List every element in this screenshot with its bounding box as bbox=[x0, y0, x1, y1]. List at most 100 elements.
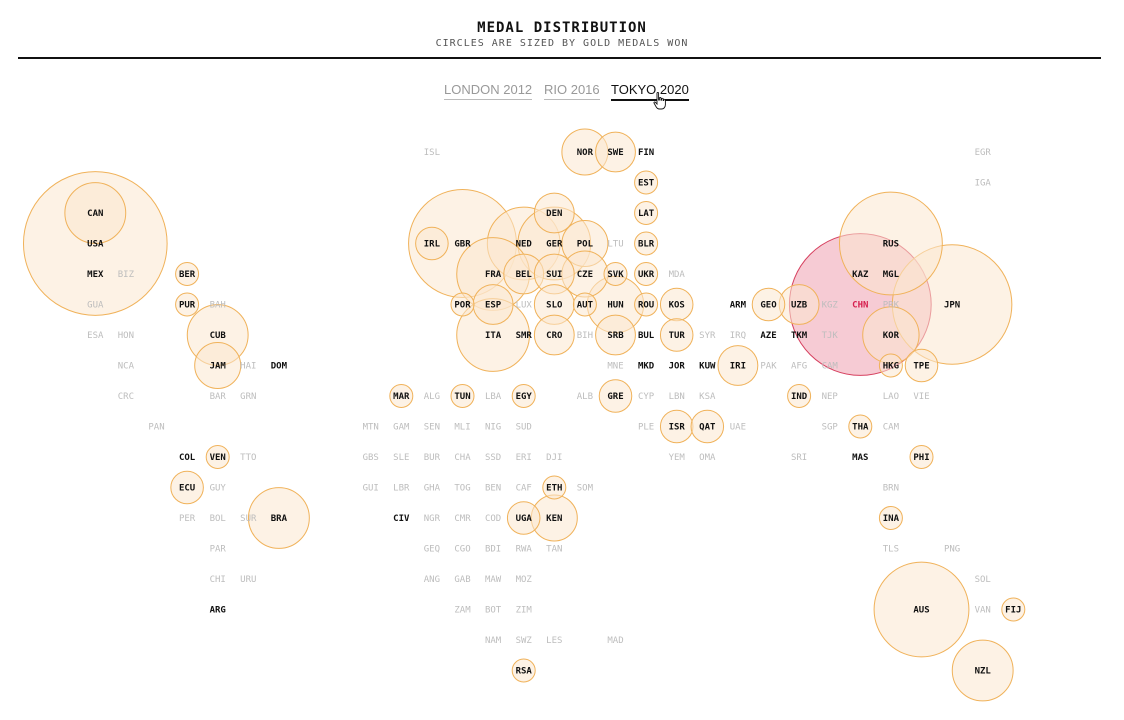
country-label-gre[interactable]: GRE bbox=[607, 392, 623, 402]
gold-circle-can[interactable] bbox=[64, 182, 127, 244]
gold-circle-qat[interactable] bbox=[690, 409, 725, 444]
gold-circle-gre[interactable] bbox=[598, 379, 633, 413]
country-label-bul[interactable]: BUL bbox=[638, 331, 655, 341]
country-label-rsa[interactable]: RSA bbox=[516, 667, 533, 677]
gold-circle-swe[interactable] bbox=[595, 131, 636, 173]
tab-rio-2016[interactable]: RIO 2016 bbox=[544, 82, 600, 100]
gold-circle-ina[interactable] bbox=[878, 506, 903, 530]
country-label-kuw[interactable]: KUW bbox=[699, 362, 716, 372]
gold-circle-fij[interactable] bbox=[1001, 597, 1026, 622]
country-label-tur[interactable]: TUR bbox=[669, 331, 686, 341]
gold-circle-ind[interactable] bbox=[787, 384, 812, 408]
country-label-gbr[interactable]: GBR bbox=[454, 240, 471, 250]
country-label-arg[interactable]: ARG bbox=[210, 606, 226, 616]
country-label-usa[interactable]: USA bbox=[87, 240, 104, 250]
gold-circle-bra[interactable] bbox=[247, 487, 310, 549]
country-label-slo[interactable]: SLO bbox=[546, 301, 563, 311]
tab-london-2012[interactable]: LONDON 2012 bbox=[444, 82, 533, 100]
country-label-por[interactable]: POR bbox=[454, 301, 471, 311]
country-label-rus[interactable]: RUS bbox=[883, 240, 899, 250]
country-label-mkd[interactable]: MKD bbox=[638, 362, 655, 372]
country-label-iri[interactable]: IRI bbox=[730, 362, 746, 372]
gold-circle-aus[interactable] bbox=[873, 561, 970, 658]
country-label-ven[interactable]: VEN bbox=[210, 453, 226, 463]
gold-circle-irl[interactable] bbox=[415, 226, 449, 261]
gold-circle-tha[interactable] bbox=[848, 414, 873, 439]
country-label-kos[interactable]: KOS bbox=[669, 301, 685, 311]
country-label-chn[interactable]: CHN bbox=[852, 301, 868, 311]
country-label-fra[interactable]: FRA bbox=[485, 270, 502, 280]
gold-circle-jam[interactable] bbox=[194, 342, 242, 389]
country-label-ind[interactable]: IND bbox=[791, 392, 808, 402]
country-label-aus[interactable]: AUS bbox=[913, 606, 929, 616]
gold-circle-tun[interactable] bbox=[450, 384, 475, 408]
country-label-pur[interactable]: PUR bbox=[179, 301, 196, 311]
country-label-ken[interactable]: KEN bbox=[546, 514, 562, 524]
country-label-ukr[interactable]: UKR bbox=[638, 270, 655, 280]
country-label-sui[interactable]: SUI bbox=[546, 270, 562, 280]
gold-circle-tpe[interactable] bbox=[904, 348, 939, 383]
gold-circle-ber[interactable] bbox=[175, 262, 200, 286]
gold-circle-ecu[interactable] bbox=[170, 470, 204, 505]
country-label-arm[interactable]: ARM bbox=[730, 301, 747, 311]
country-label-jor[interactable]: JOR bbox=[669, 362, 686, 372]
gold-circle-hkg[interactable] bbox=[878, 353, 903, 378]
gold-circle-rus[interactable] bbox=[838, 191, 943, 296]
gold-circle-blr[interactable] bbox=[634, 231, 659, 256]
country-label-hun[interactable]: HUN bbox=[607, 301, 623, 311]
country-label-pol[interactable]: POL bbox=[577, 240, 594, 250]
country-label-mgl[interactable]: MGL bbox=[883, 270, 900, 280]
country-label-smr[interactable]: SMR bbox=[516, 331, 533, 341]
gold-circle-den[interactable] bbox=[533, 192, 575, 234]
country-label-uzb[interactable]: UZB bbox=[791, 301, 808, 311]
gold-circle-ven[interactable] bbox=[205, 445, 230, 469]
country-label-cro[interactable]: CRO bbox=[546, 331, 563, 341]
country-label-egy[interactable]: EGY bbox=[516, 392, 533, 402]
gold-circle-srb[interactable] bbox=[595, 314, 636, 356]
country-label-swe[interactable]: SWE bbox=[607, 148, 623, 158]
gold-circle-svk[interactable] bbox=[603, 262, 628, 286]
country-label-kor[interactable]: KOR bbox=[883, 331, 900, 341]
country-label-kaz[interactable]: KAZ bbox=[852, 270, 869, 280]
country-label-mar[interactable]: MAR bbox=[393, 392, 410, 402]
country-label-phi[interactable]: PHI bbox=[913, 453, 929, 463]
country-label-mex[interactable]: MEX bbox=[87, 270, 104, 280]
country-label-nor[interactable]: NOR bbox=[577, 148, 594, 158]
country-label-fin[interactable]: FIN bbox=[638, 148, 654, 158]
gold-circle-nzl[interactable] bbox=[951, 639, 1014, 702]
country-label-aut[interactable]: AUT bbox=[577, 301, 594, 311]
country-label-qat[interactable]: QAT bbox=[699, 423, 716, 433]
country-label-lat[interactable]: LAT bbox=[638, 209, 655, 219]
country-label-ber[interactable]: BER bbox=[179, 270, 196, 280]
country-label-bel[interactable]: BEL bbox=[516, 270, 533, 280]
country-label-den[interactable]: DEN bbox=[546, 209, 562, 219]
gold-circle-geo[interactable] bbox=[751, 287, 786, 322]
gold-circle-pur[interactable] bbox=[175, 292, 200, 317]
country-label-blr[interactable]: BLR bbox=[638, 240, 655, 250]
country-label-jam[interactable]: JAM bbox=[210, 362, 227, 372]
gold-circle-iri[interactable] bbox=[717, 345, 759, 386]
country-label-srb[interactable]: SRB bbox=[607, 331, 624, 341]
country-label-can[interactable]: CAN bbox=[87, 209, 103, 219]
country-label-rou[interactable]: ROU bbox=[638, 301, 654, 311]
country-label-aze[interactable]: AZE bbox=[760, 331, 776, 341]
country-label-tun[interactable]: TUN bbox=[454, 392, 470, 402]
country-label-cub[interactable]: CUB bbox=[210, 331, 227, 341]
country-label-ita[interactable]: ITA bbox=[485, 331, 502, 341]
gold-circle-uga[interactable] bbox=[506, 501, 541, 535]
country-label-ecu[interactable]: ECU bbox=[179, 484, 195, 494]
country-label-col[interactable]: COL bbox=[179, 453, 196, 463]
country-label-dom[interactable]: DOM bbox=[271, 362, 288, 372]
gold-circle-phi[interactable] bbox=[909, 445, 934, 469]
country-label-ina[interactable]: INA bbox=[883, 514, 900, 524]
gold-circle-egy[interactable] bbox=[511, 384, 536, 408]
country-label-tha[interactable]: THA bbox=[852, 423, 869, 433]
gold-circle-tur[interactable] bbox=[659, 318, 694, 352]
country-label-svk[interactable]: SVK bbox=[607, 270, 624, 280]
country-label-mas[interactable]: MAS bbox=[852, 453, 868, 463]
country-label-isr[interactable]: ISR bbox=[669, 423, 686, 433]
gold-circle-por[interactable] bbox=[450, 292, 475, 317]
gold-circle-aut[interactable] bbox=[572, 292, 597, 317]
country-label-est[interactable]: EST bbox=[638, 179, 655, 189]
gold-circle-eth[interactable] bbox=[542, 475, 567, 500]
